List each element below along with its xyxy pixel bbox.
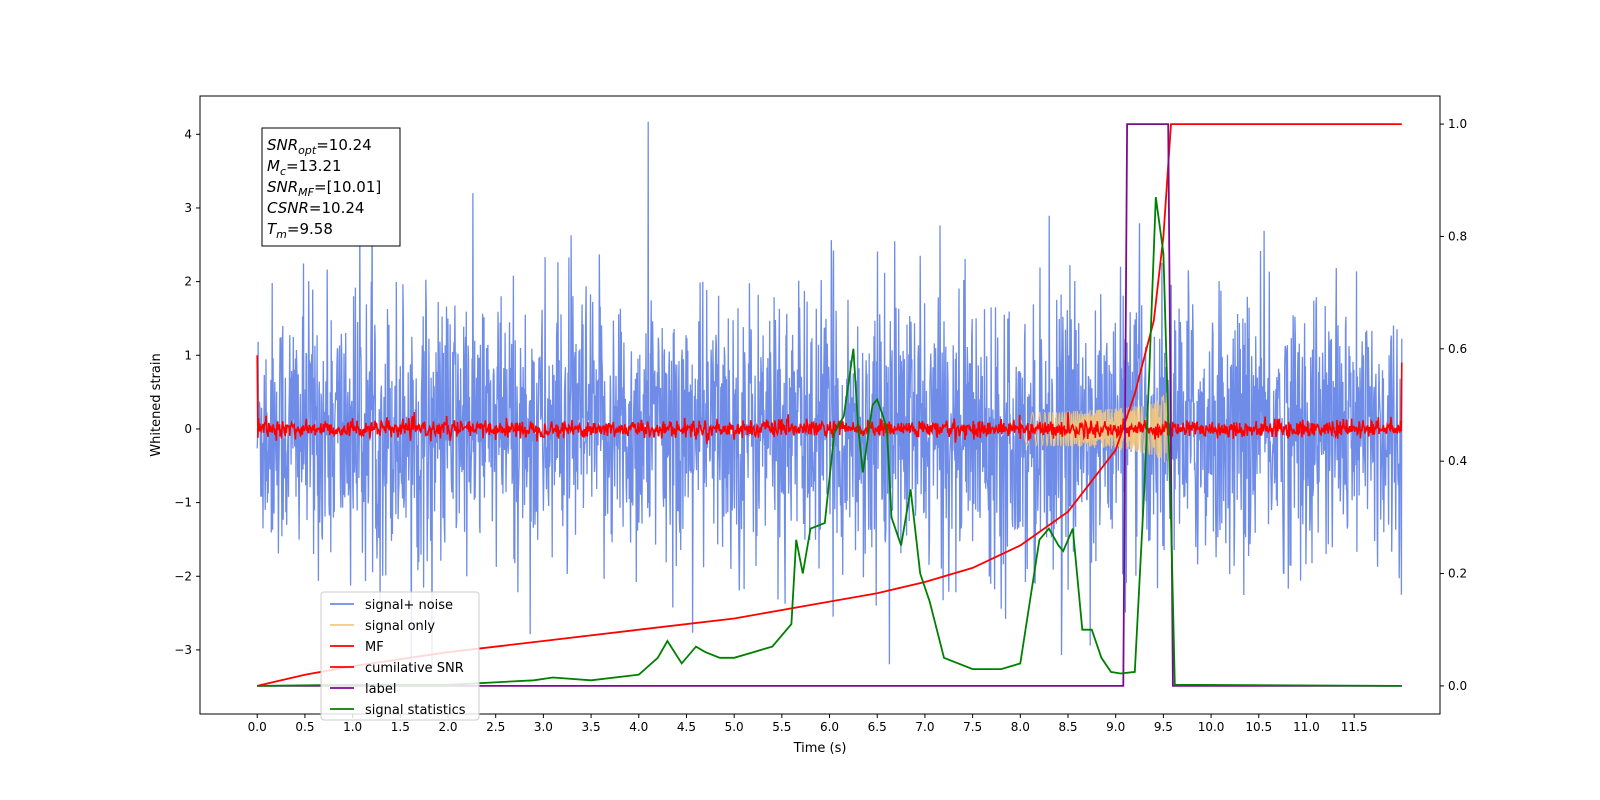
annotation-line: SNRMF=[10.01]	[267, 178, 381, 199]
x-tick-label: 0.5	[295, 720, 314, 734]
y-right-tick-label: 0.2	[1448, 567, 1467, 581]
legend-entry: signal+ noise	[365, 598, 453, 613]
annotation-line: SNRopt=10.24	[267, 136, 372, 157]
legend: signal+ noise signal only MF cumilative SNR…	[320, 591, 480, 721]
annotation-line: CSNR=10.24	[267, 199, 364, 217]
x-tick-label: 1.5	[391, 720, 410, 734]
legend-entry: MF	[365, 640, 384, 655]
x-tick-label: 9.5	[1154, 720, 1173, 734]
series-signal-statistics	[257, 196, 1402, 687]
y-tick-label: 4	[184, 127, 192, 141]
x-tick-label: 10.0	[1198, 720, 1225, 734]
x-tick-label: 9.0	[1106, 720, 1125, 734]
y-right-tick-label: 0.6	[1448, 342, 1467, 356]
series-mf	[256, 355, 1403, 445]
annotation-line: Mc=13.21	[267, 157, 342, 178]
x-tick-label: 6.0	[820, 720, 839, 734]
x-tick-label: 4.5	[677, 720, 696, 734]
y-tick-label: −1	[174, 496, 192, 510]
y-tick-label: −3	[174, 643, 192, 657]
y-right-tick-label: 1.0	[1448, 117, 1467, 131]
legend-entry: signal statistics	[365, 703, 466, 718]
y-right-tick-label: 0.4	[1448, 454, 1467, 468]
x-tick-label: 10.5	[1245, 720, 1272, 734]
y-tick-label: 3	[184, 201, 192, 215]
x-tick-label: 2.5	[486, 720, 505, 734]
x-tick-label: 7.0	[915, 720, 934, 734]
x-tick-label: 0.0	[248, 720, 267, 734]
x-tick-label: 3.0	[534, 720, 553, 734]
x-tick-label: 5.5	[772, 720, 791, 734]
legend-entry: signal only	[365, 619, 435, 634]
legend-frame	[320, 591, 480, 721]
series-label	[257, 123, 1402, 687]
y-tick-label: 1	[184, 348, 192, 362]
annotation-line: Tm=9.58	[267, 220, 333, 241]
y-right-tick-label: 0.8	[1448, 229, 1467, 243]
x-tick-label: 4.0	[629, 720, 648, 734]
y-tick-label: 2	[184, 275, 192, 289]
x-tick-label: 2.0	[438, 720, 457, 734]
x-tick-label: 5.0	[725, 720, 744, 734]
x-tick-label: 8.5	[1058, 720, 1077, 734]
x-tick-label: 3.5	[582, 720, 601, 734]
annotation-box: SNRopt=10.24Mc=13.21SNRMF=[10.01]CSNR=10…	[261, 127, 401, 247]
plot-frame	[199, 95, 1441, 715]
x-tick-label: 1.0	[343, 720, 362, 734]
x-tick-label: 11.5	[1341, 720, 1368, 734]
annotation-frame	[261, 127, 401, 247]
x-tick-label: 8.0	[1011, 720, 1030, 734]
x-axis-label: Time (s)	[793, 741, 847, 756]
legend-entry: cumilative SNR	[365, 661, 464, 676]
y-tick-label: −2	[174, 569, 192, 583]
y-tick-label: 0	[184, 422, 192, 436]
x-tick-label: 6.5	[868, 720, 887, 734]
y-right-tick-label: 0.0	[1448, 679, 1467, 693]
x-tick-label: 11.0	[1293, 720, 1320, 734]
legend-entry: label	[365, 682, 396, 697]
x-tick-label: 7.5	[963, 720, 982, 734]
y-axis-label: Whitened strain	[149, 353, 164, 456]
ticks-layer: 0.0 0.5 1.0 1.5 2.0 2.5 3.0 3.5 4.0 4.5 5.0 5.5 6.0 6…	[174, 117, 1467, 734]
series-signal-plus-noise	[256, 121, 1403, 674]
